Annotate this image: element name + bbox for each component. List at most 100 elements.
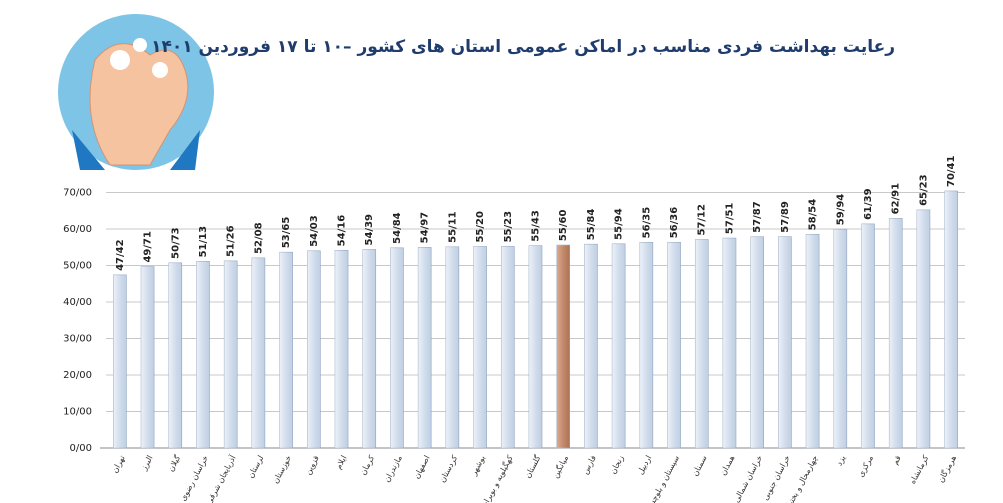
- value-label: 70/41: [946, 155, 957, 187]
- y-tick-label: 40/00: [63, 297, 92, 308]
- bar-shade: [889, 218, 903, 448]
- bar-shade: [861, 223, 875, 448]
- value-label: 50/73: [170, 227, 181, 259]
- bar-shade: [362, 249, 376, 448]
- bar-shade: [141, 266, 155, 448]
- value-label: 57/87: [752, 201, 763, 233]
- bar-shade: [418, 247, 432, 448]
- y-tick-label: 30/00: [63, 334, 92, 345]
- x-tick-label: تهران: [110, 454, 127, 475]
- bar-shade: [168, 262, 182, 448]
- value-label: 56/35: [641, 207, 652, 239]
- bar-shade: [279, 252, 293, 448]
- value-label: 54/39: [364, 214, 375, 246]
- x-tick-label: خوزستان: [271, 454, 293, 485]
- x-tick-label: بوشهر: [469, 454, 487, 478]
- bar-shade: [833, 229, 847, 448]
- x-tick-label: خراسان جنوبی: [761, 454, 792, 502]
- x-tick-label: هرمزگان: [935, 453, 958, 484]
- value-label: 52/08: [253, 222, 264, 254]
- x-tick-label: مازندران: [382, 454, 404, 484]
- x-tick-label: سمنان: [690, 454, 708, 478]
- bar-shade: [307, 250, 321, 448]
- x-tick-label: میانگین: [550, 453, 570, 479]
- bar-shade: [916, 209, 930, 448]
- bar-shade: [556, 245, 570, 448]
- value-label: 65/23: [918, 174, 929, 206]
- x-tick-label: فارس: [581, 454, 598, 476]
- bar-shade: [639, 242, 653, 448]
- value-label: 57/51: [724, 203, 735, 235]
- value-label: 53/65: [281, 217, 292, 249]
- value-label: 55/43: [531, 210, 542, 242]
- bar-shade: [196, 261, 210, 448]
- value-label: 55/94: [614, 208, 625, 240]
- x-tick-label: اردبیل: [636, 454, 654, 476]
- value-label: 54/03: [309, 215, 320, 247]
- y-tick-label: 10/00: [63, 407, 92, 418]
- value-label: 57/89: [780, 201, 791, 233]
- y-tick-label: 70/00: [63, 188, 92, 199]
- y-tick-label: 20/00: [63, 370, 92, 381]
- value-label: 62/91: [891, 183, 902, 215]
- bar-shade: [778, 236, 792, 448]
- x-tick-label: البرز: [139, 454, 155, 473]
- x-tick-label: خراسان شمالی: [732, 454, 764, 503]
- bar-shade: [390, 247, 404, 448]
- bar-shade: [584, 244, 598, 448]
- bar-shade: [722, 238, 736, 448]
- value-label: 54/84: [392, 212, 403, 244]
- value-label: 55/60: [558, 210, 569, 242]
- value-label: 58/54: [808, 199, 819, 231]
- bar-shade: [335, 250, 349, 448]
- value-label: 57/12: [697, 204, 708, 236]
- x-tick-label: زنجان: [608, 454, 625, 476]
- bar-shade: [944, 191, 958, 449]
- bar-shade: [251, 257, 265, 448]
- value-label: 51/13: [198, 226, 209, 258]
- value-label: 59/94: [835, 194, 846, 226]
- value-label: 55/23: [503, 211, 514, 243]
- x-tick-label: قم: [890, 454, 902, 466]
- value-label: 54/97: [420, 212, 431, 244]
- bar-shade: [445, 246, 459, 448]
- bar-shade: [501, 246, 515, 448]
- x-tick-label: کرمان: [358, 454, 376, 477]
- x-tick-label: خراسان رضوی: [178, 454, 210, 503]
- x-tick-label: کردستان: [438, 454, 460, 484]
- bar-shade: [806, 234, 820, 448]
- value-label: 61/39: [863, 188, 874, 220]
- value-label: 56/36: [669, 207, 680, 239]
- value-label: 55/20: [475, 211, 486, 243]
- bar-shade: [529, 245, 542, 448]
- x-tick-label: همدان: [719, 454, 737, 477]
- x-tick-label: قزوین: [303, 454, 321, 476]
- x-tick-label: لرستان: [246, 454, 265, 480]
- value-label: 55/11: [447, 211, 458, 243]
- bar-shade: [113, 274, 127, 448]
- y-tick-label: 60/00: [63, 224, 92, 235]
- illustration: [58, 14, 214, 170]
- bar-shade: [695, 239, 709, 448]
- y-tick-label: 0/00: [70, 443, 92, 454]
- value-label: 55/84: [586, 209, 597, 241]
- bar-shade: [667, 242, 681, 448]
- x-tick-label: ایلام: [334, 454, 349, 471]
- value-label: 49/71: [143, 231, 154, 263]
- x-tick-label: گیلان: [165, 453, 182, 473]
- x-tick-label: گلستان: [522, 453, 542, 479]
- bar-shade: [473, 246, 487, 448]
- bar-shade: [224, 260, 238, 448]
- value-label: 47/42: [115, 239, 126, 271]
- x-tick-label: کرمانشاه: [908, 454, 931, 486]
- x-tick-label: اصفهان: [412, 454, 432, 480]
- value-label: 51/26: [226, 225, 237, 257]
- y-tick-label: 50/00: [63, 261, 92, 272]
- x-tick-label: یزد: [835, 454, 848, 467]
- x-tick-label: مرکزی: [856, 454, 875, 479]
- chart-title: رعایت بهداشت فردی مناسب در اماکن عمومی ا…: [151, 37, 895, 57]
- bar-shade: [750, 236, 764, 448]
- value-label: 54/16: [337, 215, 348, 247]
- bar-shade: [612, 243, 626, 448]
